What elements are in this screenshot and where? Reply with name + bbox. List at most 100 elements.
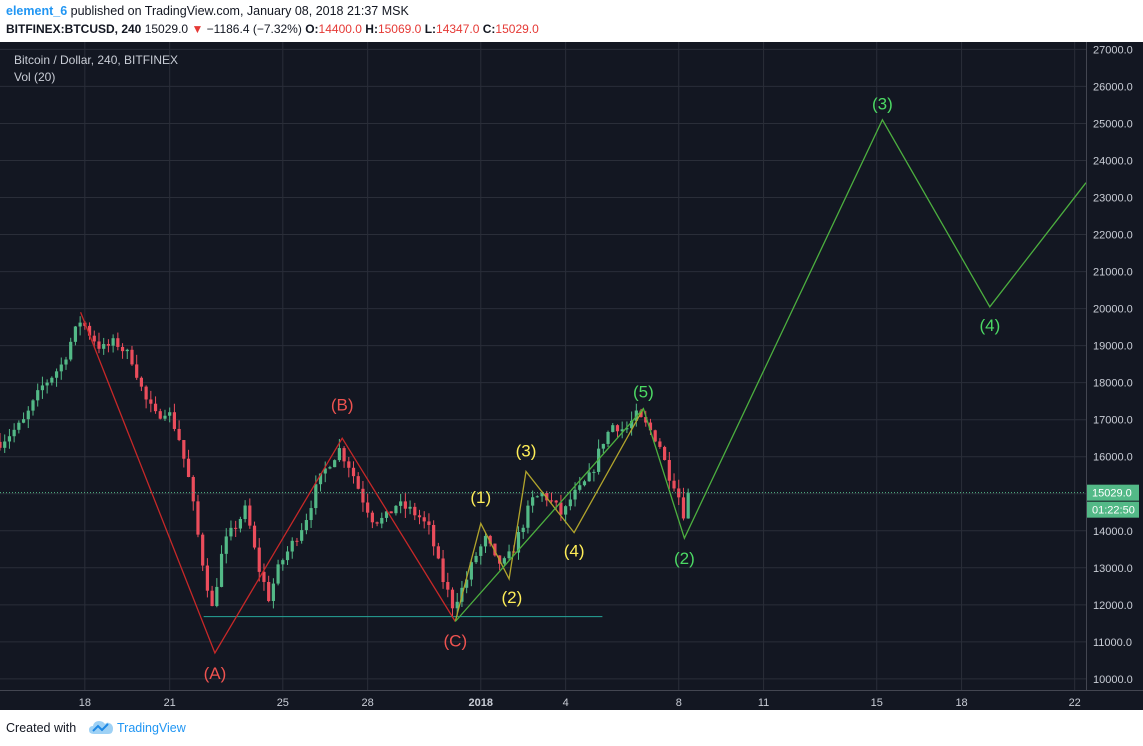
candle-body	[243, 505, 247, 520]
wave-line	[79, 312, 456, 655]
wave-label: (1)	[470, 488, 491, 507]
candle-body	[300, 530, 304, 541]
candle-body	[149, 399, 153, 404]
countdown-box	[1087, 501, 1139, 518]
open-label: O:	[305, 22, 319, 36]
candle-body	[36, 390, 40, 401]
candle-body	[488, 535, 492, 544]
time-tick-label: 22	[1069, 697, 1081, 709]
candle-body	[182, 440, 186, 459]
candle-body	[201, 534, 205, 566]
time-tick-label: 21	[164, 697, 176, 709]
candle-body	[59, 364, 63, 372]
tradingview-link[interactable]: TradingView	[117, 721, 186, 735]
candle-body	[69, 341, 73, 360]
candle-body	[606, 431, 610, 444]
candle-body	[545, 493, 549, 501]
author-link[interactable]: element_6	[6, 4, 68, 18]
candle-body	[262, 571, 266, 582]
candle-body	[351, 467, 356, 477]
candle-body	[531, 497, 535, 506]
candle-body	[7, 436, 12, 442]
price-tick-label: 10000.0	[1093, 674, 1133, 686]
wave-labels: (A) (B) (C) (1) (2) (3) (4) (5) (2) (3) (4)	[204, 94, 1001, 682]
wave-label: (3)	[516, 442, 537, 461]
candle-body	[125, 349, 129, 352]
candle-body	[285, 551, 290, 561]
price-tick-label: 20000.0	[1093, 304, 1133, 316]
last-price: 15029.0	[144, 22, 189, 36]
candle-body	[120, 346, 125, 352]
price-tick-label: 24000.0	[1093, 155, 1133, 167]
candle-body	[45, 382, 49, 386]
candle-body	[648, 422, 653, 431]
time-tick-label: 25	[277, 697, 289, 709]
high-label: H:	[365, 22, 378, 36]
wave-label: (2)	[674, 549, 695, 568]
candle-body	[342, 448, 346, 462]
candle-body	[191, 477, 195, 502]
candle-body	[663, 446, 667, 460]
current-price-label: 15029.0	[1092, 488, 1132, 500]
time-tick-label: 4	[563, 697, 569, 709]
grid-lines	[0, 42, 1086, 690]
candle-body	[479, 546, 483, 556]
candle-body	[493, 543, 497, 556]
candle-body	[31, 400, 35, 411]
candle-body	[337, 448, 341, 461]
time-axis[interactable]: 18 21 25 28 2018 4 8 11 15 18 22	[79, 697, 1081, 709]
candle-body	[526, 505, 530, 528]
wave-label: (B)	[331, 395, 354, 414]
price-axis[interactable]: 10000.011000.012000.013000.014000.015000…	[1093, 44, 1133, 685]
candle-body	[601, 443, 605, 449]
high-value: 15069.0	[377, 22, 422, 36]
wave-label: (4)	[564, 542, 585, 561]
footer: Created with TradingView	[0, 710, 1143, 746]
candle-body	[276, 564, 280, 584]
candle-body	[582, 481, 587, 486]
time-tick-label: 8	[676, 697, 682, 709]
tradingview-cloud-icon	[89, 721, 113, 734]
candle-body	[328, 467, 332, 469]
price-tick-label: 12000.0	[1093, 600, 1133, 612]
candle-body	[229, 527, 233, 537]
candle-body	[403, 501, 407, 509]
candle-body	[87, 325, 92, 336]
current-price-box	[1087, 484, 1139, 501]
low-value: 14347.0	[436, 22, 480, 36]
wave-label: (2)	[502, 588, 523, 607]
chart-title: Bitcoin / Dollar, 240, BITFINEX	[14, 53, 178, 67]
candle-body	[304, 520, 308, 531]
wave-line	[454, 118, 1087, 622]
candle-body	[625, 428, 629, 430]
candle-body	[389, 511, 393, 514]
time-tick-label: 15	[871, 697, 883, 709]
candle-body	[672, 480, 676, 489]
countdown-label: 01:22:50	[1092, 505, 1135, 517]
candle-body	[549, 500, 554, 502]
candle-body	[267, 581, 271, 601]
candle-body	[73, 326, 78, 342]
candle-body	[130, 349, 134, 365]
volume-label: Vol (20)	[14, 70, 55, 84]
candle-body	[215, 586, 219, 607]
candle-body	[578, 485, 582, 490]
candle-body	[111, 338, 115, 346]
candle-body	[644, 417, 648, 423]
candle-body	[658, 441, 662, 447]
candle-body	[219, 553, 224, 587]
price-tick-label: 13000.0	[1093, 563, 1133, 575]
candle-body	[54, 371, 59, 378]
price-tick-label: 18000.0	[1093, 378, 1133, 390]
price-tick-label: 26000.0	[1093, 81, 1133, 93]
price-tick-label: 16000.0	[1093, 452, 1133, 464]
close-label: C:	[482, 22, 496, 36]
candle-body	[465, 579, 469, 588]
price-tag: 15029.0 01:22:50	[1087, 484, 1139, 518]
symbol-label[interactable]: BITFINEX:BTCUSD, 240	[6, 22, 142, 36]
price-chart[interactable]: (A) (B) (C) (1) (2) (3) (4) (5) (2) (3) (4) 10000.…	[0, 42, 1143, 710]
candle-body	[224, 536, 228, 554]
candle-body	[667, 459, 671, 481]
candle-body	[380, 517, 384, 524]
price-tick-label: 19000.0	[1093, 341, 1133, 353]
